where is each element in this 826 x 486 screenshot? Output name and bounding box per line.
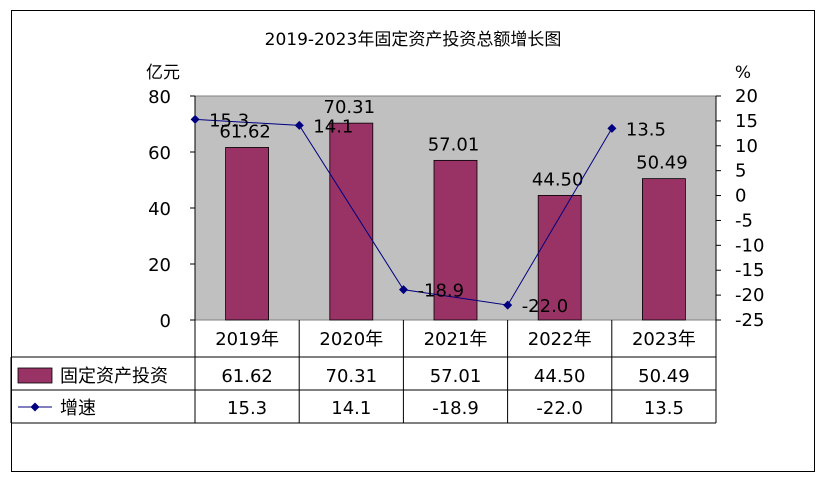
table-cell-investment: 57.01 [430,366,482,387]
left-axis-tick-label: 40 [148,199,171,220]
right-axis-unit: % [735,63,751,83]
right-axis-tick-label: 20 [735,86,758,107]
right-axis-tick-label: -10 [735,235,764,256]
table-cell-growth: 15.3 [227,398,267,419]
bar [642,178,686,321]
growth-value-label: -22.0 [522,296,569,317]
legend-line-label: 增速 [60,398,96,419]
category-label: 2020年 [319,329,383,350]
table-cell-investment: 61.62 [221,366,273,387]
table-cell-growth: 13.5 [644,398,684,419]
right-axis-tick-label: -15 [735,260,764,281]
growth-value-label: 15.3 [209,110,249,131]
legend-bar-label: 固定资产投资 [60,366,168,387]
bar [225,147,270,321]
growth-point [190,114,200,124]
left-axis-unit: 亿元 [146,63,180,83]
table-cell-growth: -22.0 [536,398,583,419]
growth-point [503,300,513,310]
growth-point [294,120,304,130]
bar-value-label: 44.50 [532,169,584,190]
growth-point [607,123,617,133]
left-axis-tick-label: 60 [148,143,171,164]
growth-value-label: -18.9 [418,281,465,302]
legend-bar-swatch [17,367,53,384]
bar-value-label: 70.31 [324,97,376,118]
growth-point [399,285,408,295]
table-cell-investment: 50.49 [638,366,690,387]
growth-value-label: 14.1 [313,116,353,137]
left-axis-tick-label: 0 [160,311,171,332]
right-axis-tick-label: 0 [735,186,746,207]
category-label: 2019年 [215,329,279,350]
right-axis-tick-label: -25 [735,310,764,331]
chart-title: 2019-2023年固定资产投资总额增长图 [265,30,562,50]
legend-line-marker [30,402,40,412]
category-label: 2022年 [528,329,592,350]
table-cell-growth: -18.9 [432,398,479,419]
left-axis-tick-label: 20 [148,255,171,276]
table-cell-growth: 14.1 [331,398,371,419]
table-cell-investment: 44.50 [534,366,586,387]
growth-value-label: 13.5 [626,119,666,140]
right-axis-tick-label: -5 [735,210,753,231]
category-label: 2023年 [632,329,696,350]
bar-value-label: 57.01 [428,134,480,155]
right-axis-tick-label: 5 [735,161,746,182]
right-axis-tick-label: 15 [735,111,758,132]
bar [433,159,478,321]
bar-value-label: 50.49 [636,153,688,174]
right-axis-tick-label: 10 [735,136,758,157]
bar-value-label: 61.62 [219,121,271,142]
table-cell-investment: 70.31 [326,366,378,387]
category-label: 2021年 [424,329,488,350]
chart-frame [11,10,815,472]
bar [329,122,374,321]
right-axis-tick-label: -20 [735,285,764,306]
left-axis-tick-label: 80 [148,87,171,108]
